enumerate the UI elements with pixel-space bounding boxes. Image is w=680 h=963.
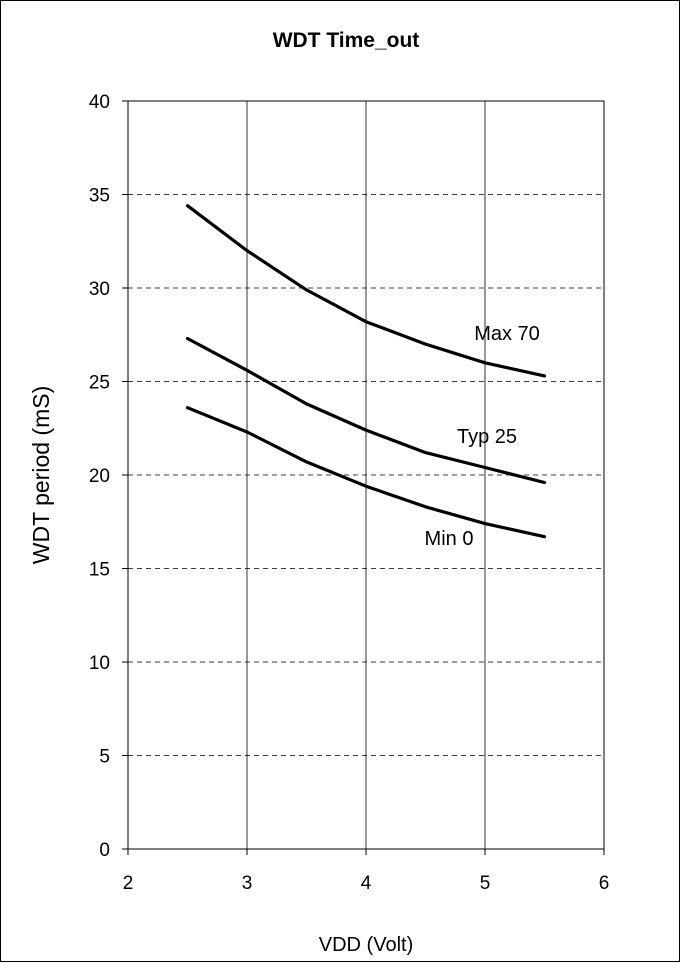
y-tick-label: 20 (89, 466, 110, 487)
series-line-max-70 (185, 204, 547, 378)
y-tick-label: 0 (99, 840, 110, 861)
y-tick-label: 15 (89, 560, 110, 581)
series-line-typ-25 (185, 336, 547, 485)
y-tick-label: 40 (89, 92, 110, 113)
axis-ticks: 0 5 10 15 20 25 30 35 40 2 3 4 5 6 (89, 92, 609, 894)
y-tick-label: 35 (89, 186, 110, 207)
series-labels: Max 70 Typ 25 Min 0 (425, 323, 540, 550)
y-tick-label: 25 (89, 373, 110, 394)
x-tick-label: 6 (599, 873, 610, 894)
x-tick-label: 2 (123, 873, 134, 894)
x-axis-label: VDD (Volt) (319, 934, 413, 956)
x-tick-label: 4 (361, 873, 372, 894)
y-tick-label: 30 (89, 279, 110, 300)
grid (128, 101, 604, 849)
y-tick-label: 5 (99, 747, 110, 768)
series-label-max-70: Max 70 (474, 323, 540, 345)
series-label-min-0: Min 0 (425, 528, 474, 550)
x-tick-label: 3 (242, 873, 253, 894)
series-label-typ-25: Typ 25 (457, 426, 517, 448)
y-tick-label: 10 (89, 653, 110, 674)
series-line-min-0 (185, 406, 547, 539)
x-tick-label: 5 (480, 873, 491, 894)
series-lines (185, 204, 547, 539)
chart-title: WDT Time_out (273, 29, 420, 52)
y-axis-label: WDT period (mS) (28, 386, 54, 565)
